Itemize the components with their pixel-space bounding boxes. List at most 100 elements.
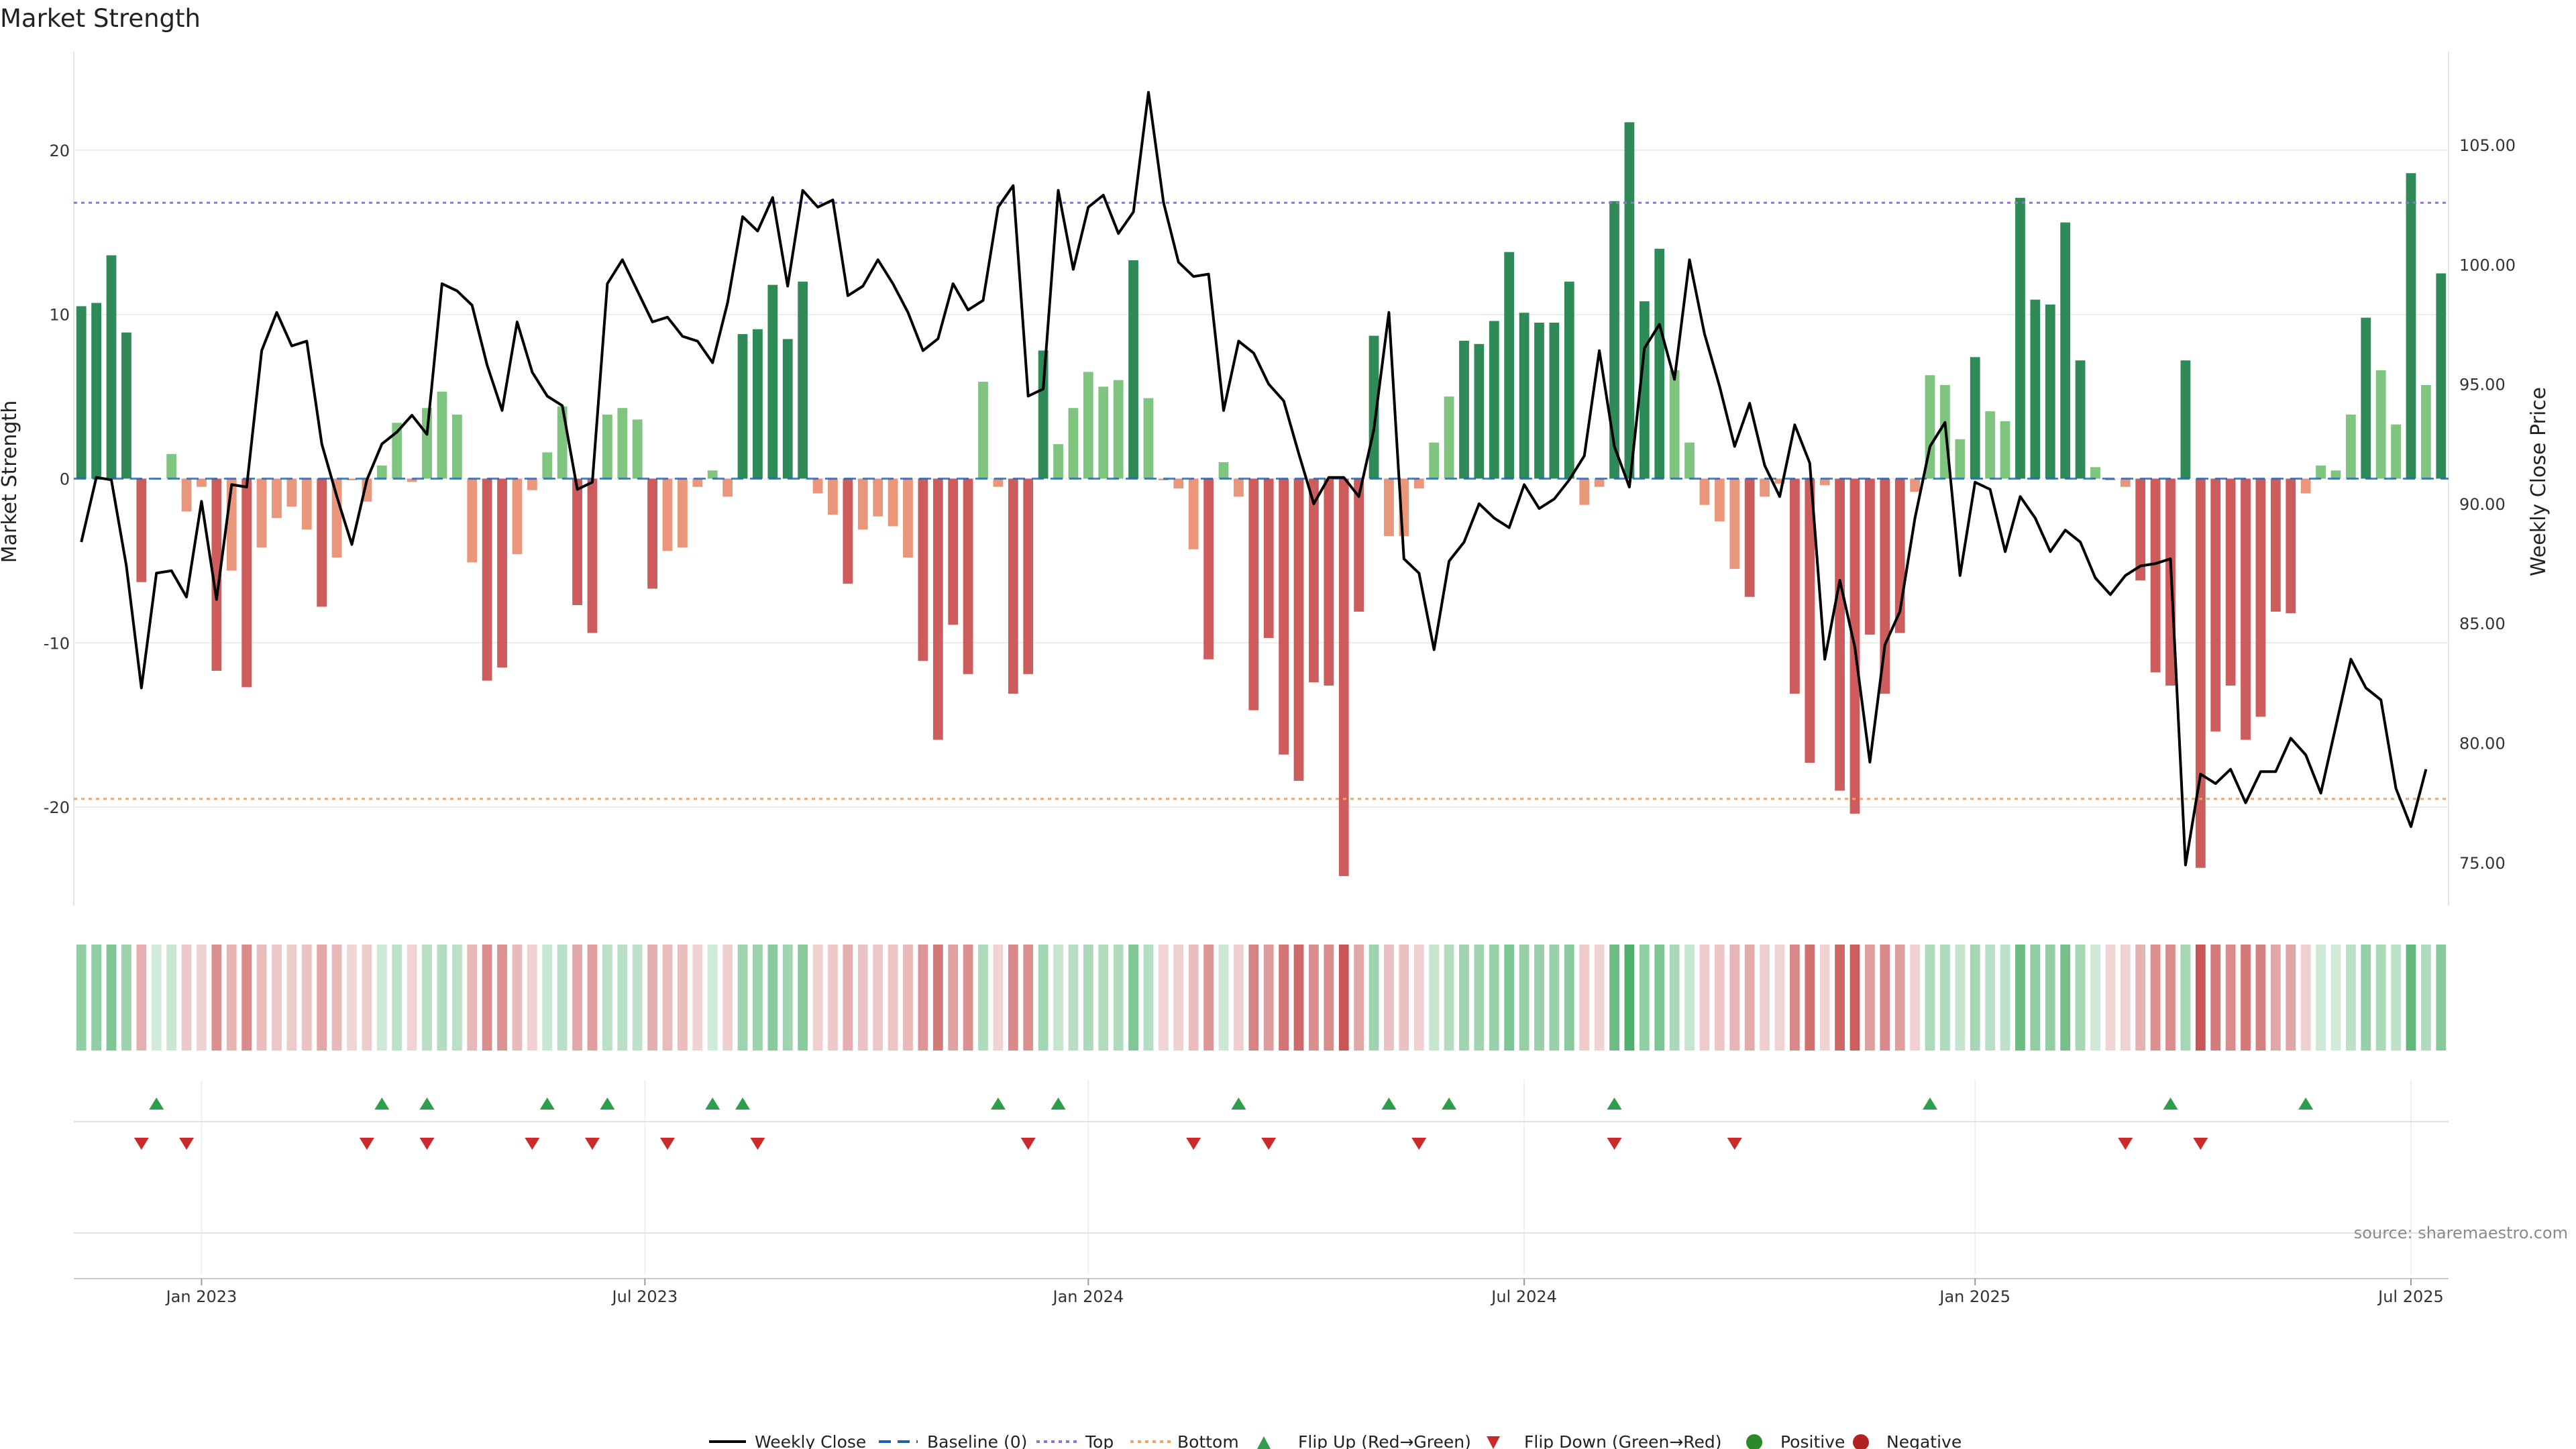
flip-down-marker [1411, 1138, 1427, 1150]
heat-cell [1865, 945, 1875, 1051]
heat-cell [241, 945, 252, 1051]
strength-bar [1504, 252, 1515, 479]
heat-cell [197, 945, 207, 1051]
strength-bar [1474, 343, 1485, 479]
strength-bar [1338, 478, 1349, 876]
heat-cell [347, 945, 357, 1051]
strength-bar [2135, 478, 2146, 581]
heat-cell [978, 945, 988, 1051]
y-tick-label: 10 [49, 306, 70, 325]
strength-bar [1760, 478, 1770, 497]
y2-tick-label: 75.00 [2459, 854, 2506, 873]
flip-up-marker [1442, 1097, 1457, 1110]
strength-bar [1564, 281, 1574, 479]
heat-cell [272, 945, 282, 1051]
strength-bar [1324, 478, 1334, 686]
heat-cell [226, 945, 237, 1051]
heat-cell [2210, 945, 2221, 1051]
strength-bar [1684, 442, 1695, 479]
strength-bar [121, 332, 131, 479]
heat-cell [1233, 945, 1244, 1051]
heat-cell [1113, 945, 1124, 1051]
heat-cell [166, 945, 177, 1051]
legend-label-baseline: Baseline (0) [927, 1432, 1027, 1449]
x-tick-label: Jan 2024 [1051, 1287, 1124, 1306]
heat-cell [587, 945, 598, 1051]
heat-cell [857, 945, 868, 1051]
flip-down-triangle-icon [1487, 1436, 1500, 1449]
strength-bar [1113, 380, 1124, 479]
heat-cell [331, 945, 342, 1051]
strength-bar [1970, 357, 1980, 479]
heat-cell [707, 945, 718, 1051]
strength-bar [1835, 478, 1845, 791]
strength-bar [2195, 478, 2206, 868]
strength-bar [2436, 273, 2447, 479]
heat-cell [2406, 945, 2416, 1051]
heat-cell [1564, 945, 1574, 1051]
heat-cell [451, 945, 462, 1051]
weekly-close-line [80, 91, 2428, 867]
strength-bar [1128, 260, 1138, 479]
strength-bar [2330, 470, 2341, 479]
heat-cell [1534, 945, 1544, 1051]
heat-cell [151, 945, 162, 1051]
x-tick-label: Jul 2024 [1490, 1287, 1557, 1306]
strength-bar [1910, 478, 1921, 492]
strength-bar [557, 406, 568, 479]
heat-cell [106, 945, 117, 1051]
heat-cell [301, 945, 312, 1051]
strength-bar [1699, 478, 1710, 505]
strength-bar [2300, 478, 2311, 494]
strength-bar [317, 478, 327, 607]
strength-bar [1098, 386, 1109, 479]
y2-tick-label: 85.00 [2459, 614, 2506, 633]
legend-item-top: Top [1036, 1432, 1114, 1449]
heat-cell [376, 945, 387, 1051]
flip-down-marker [584, 1138, 600, 1150]
heat-cell [1579, 945, 1590, 1051]
strength-bar [737, 334, 748, 479]
strength-bar [1744, 478, 1755, 597]
heat-cell [753, 945, 763, 1051]
flip-down-marker [1727, 1138, 1742, 1150]
flip-up-marker [735, 1097, 751, 1110]
heat-cell [1789, 945, 1800, 1051]
heat-cell [1474, 945, 1485, 1051]
strength-bar [2000, 421, 2010, 479]
heat-cell [2375, 945, 2386, 1051]
heat-cell [136, 945, 147, 1051]
heat-cell [1444, 945, 1454, 1051]
strength-bar [166, 453, 177, 479]
heat-cell [2000, 945, 2010, 1051]
strength-bar [812, 478, 823, 494]
strength-bar [857, 478, 868, 530]
chart-title: Market Strength [0, 4, 201, 33]
strength-bar [1579, 478, 1590, 505]
strength-bar [1384, 478, 1394, 537]
strength-heat-strip [76, 945, 2447, 1051]
strength-bar [1955, 439, 1966, 479]
heat-cell [767, 945, 778, 1051]
strength-bars [76, 122, 2447, 876]
strength-bar [256, 478, 267, 548]
heat-cell [1549, 945, 1560, 1051]
strength-bar [843, 478, 853, 584]
strength-bar [2420, 384, 2431, 479]
flip-up-marker [374, 1097, 390, 1110]
strength-bar [2030, 299, 2041, 479]
strength-bar [482, 478, 492, 681]
heat-cell [812, 945, 823, 1051]
negative-dot-icon [1853, 1434, 1869, 1449]
heat-cell [1639, 945, 1650, 1051]
heat-cell [1248, 945, 1259, 1051]
heat-cell [211, 945, 222, 1051]
heat-cell [1910, 945, 1921, 1051]
strength-bar [1008, 478, 1018, 694]
y-tick-label: -20 [44, 798, 70, 817]
strength-bar [512, 478, 523, 555]
heat-cell [1609, 945, 1619, 1051]
strength-bar [1594, 478, 1605, 487]
legend-label-flip-down: Flip Down (Green→Red) [1524, 1432, 1722, 1449]
strength-bar [617, 408, 628, 479]
